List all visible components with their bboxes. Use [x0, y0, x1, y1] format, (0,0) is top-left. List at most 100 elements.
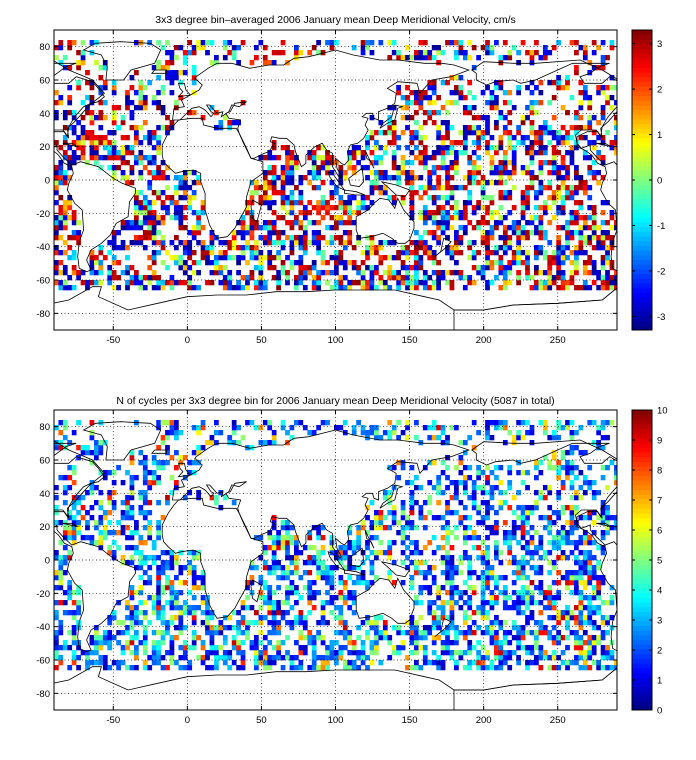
- data-cell: [471, 570, 477, 576]
- data-cell: [240, 630, 246, 636]
- data-cell: [342, 230, 348, 236]
- data-cell: [462, 185, 468, 191]
- data-cell: [525, 595, 530, 601]
- data-cell: [574, 570, 579, 576]
- data-cell: [414, 630, 419, 636]
- data-cell: [76, 235, 81, 241]
- data-cell: [298, 620, 304, 626]
- coastline: [82, 41, 162, 81]
- data-cell: [547, 285, 553, 291]
- data-cell: [182, 455, 188, 461]
- data-cell: [98, 440, 104, 446]
- data-cell: [556, 530, 561, 536]
- data-cell: [525, 170, 530, 176]
- data-cell: [494, 120, 499, 126]
- data-cell: [209, 610, 215, 616]
- data-cell: [298, 660, 304, 666]
- data-cell: [511, 150, 517, 156]
- data-cell: [556, 620, 561, 626]
- data-cell: [502, 575, 508, 581]
- data-cell: [369, 265, 375, 271]
- data-cell: [591, 40, 597, 46]
- data-cell: [378, 515, 384, 521]
- data-cell: [542, 120, 548, 126]
- data-cell: [125, 535, 130, 541]
- data-cell: [414, 245, 419, 251]
- data-cell: [129, 225, 135, 231]
- data-cell: [485, 240, 490, 246]
- data-cell: [71, 220, 77, 226]
- data-cell: [351, 645, 357, 651]
- data-cell: [298, 50, 304, 56]
- data-cell: [409, 190, 415, 196]
- data-cell: [191, 65, 197, 71]
- data-cell: [418, 195, 424, 201]
- data-cell: [196, 495, 201, 501]
- x-tick-label: 250: [550, 715, 566, 726]
- data-cell: [156, 170, 161, 176]
- data-cell: [325, 575, 330, 581]
- data-cell: [525, 265, 530, 271]
- data-cell: [178, 455, 184, 461]
- data-cell: [458, 90, 464, 96]
- data-cell: [76, 645, 81, 651]
- data-cell: [62, 485, 68, 491]
- data-cell: [538, 225, 544, 231]
- data-cell: [62, 535, 68, 541]
- data-cell: [378, 155, 384, 161]
- data-cell: [142, 640, 148, 646]
- data-cell: [520, 165, 526, 171]
- data-cell: [609, 95, 615, 101]
- data-cell: [431, 55, 437, 61]
- data-cell: [254, 245, 259, 251]
- data-cell: [107, 520, 113, 526]
- data-cell: [71, 655, 77, 661]
- data-cell: [218, 645, 224, 651]
- data-cell: [174, 465, 179, 471]
- data-cell: [289, 605, 295, 611]
- data-cell: [427, 195, 433, 201]
- data-cell: [565, 585, 570, 591]
- data-cell: [494, 580, 499, 586]
- data-cell: [454, 215, 459, 221]
- data-cell: [351, 260, 357, 266]
- data-cell: [134, 275, 139, 281]
- data-cell: [534, 245, 539, 251]
- data-cell: [458, 570, 464, 576]
- data-cell: [431, 565, 437, 571]
- data-cell: [311, 560, 317, 566]
- data-cell: [58, 145, 64, 151]
- data-cell: [116, 275, 121, 281]
- data-cell: [329, 595, 335, 601]
- data-cell: [391, 505, 397, 511]
- data-cell: [129, 275, 135, 281]
- data-cell: [591, 635, 597, 641]
- data-cell: [342, 595, 348, 601]
- data-cell: [391, 425, 397, 431]
- data-cell: [516, 625, 521, 631]
- data-cell: [467, 195, 473, 201]
- data-cell: [214, 60, 219, 66]
- data-cell: [258, 155, 264, 161]
- data-cell: [236, 270, 241, 276]
- data-cell: [560, 195, 566, 201]
- data-cell: [285, 595, 290, 601]
- data-cell: [258, 265, 264, 271]
- data-cell: [547, 505, 553, 511]
- data-cell: [596, 155, 601, 161]
- data-cell: [249, 225, 255, 231]
- data-cell: [218, 240, 224, 246]
- data-cell: [582, 265, 588, 271]
- data-cell: [467, 615, 473, 621]
- data-cell: [485, 510, 490, 516]
- data-cell: [551, 640, 557, 646]
- data-cell: [391, 155, 397, 161]
- data-cell: [160, 190, 166, 196]
- data-cell: [80, 100, 86, 106]
- data-cell: [151, 470, 157, 476]
- data-cell: [418, 215, 424, 221]
- data-cell: [116, 620, 121, 626]
- data-cell: [116, 600, 121, 606]
- data-cell: [458, 210, 464, 216]
- data-cell: [120, 555, 126, 561]
